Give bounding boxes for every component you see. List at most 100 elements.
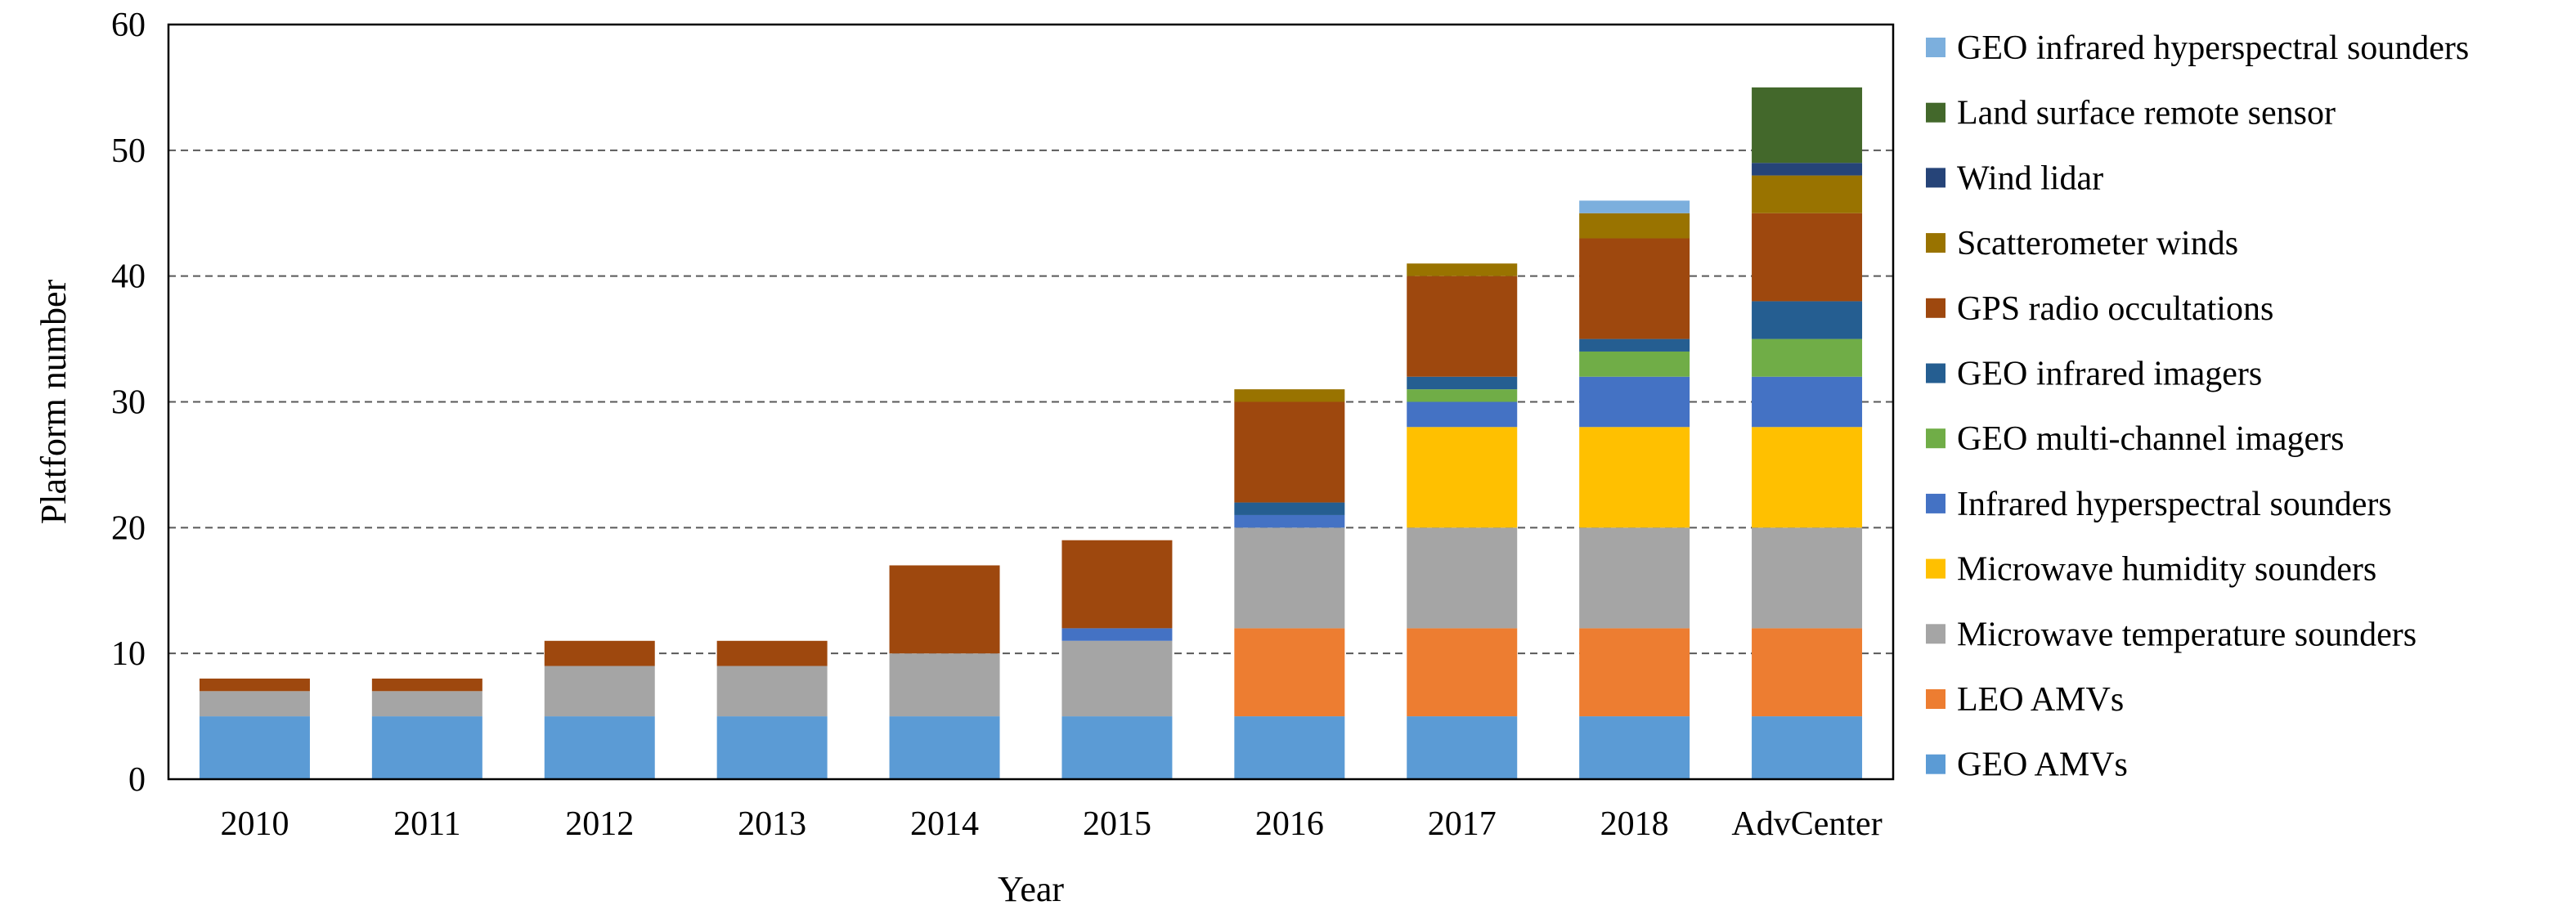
x-tick-label: 2011: [393, 805, 460, 843]
bar-segment: [371, 691, 482, 717]
legend-swatch: [1926, 102, 1945, 123]
bar-segment: [1579, 351, 1690, 377]
y-tick-label: 20: [111, 509, 146, 547]
bar-segment: [199, 678, 310, 692]
x-tick-label: 2010: [220, 805, 289, 843]
y-tick-label: 50: [111, 132, 146, 170]
legend-swatch: [1926, 428, 1945, 449]
legend-swatch: [1926, 38, 1945, 57]
bar-segment: [889, 565, 1000, 654]
legend-item: Infrared hyperspectral sounders: [1926, 486, 2392, 523]
bar-segment: [1752, 527, 1863, 629]
legend-swatch: [1926, 363, 1945, 383]
x-axis-title: Year: [998, 869, 1064, 909]
legend-item: GEO AMVs: [1926, 746, 2128, 784]
bar-segment: [716, 666, 828, 717]
legend-item: LEO AMVs: [1926, 681, 2124, 719]
bar-segment: [1234, 502, 1345, 515]
bar-segment: [1579, 376, 1690, 428]
bar-segment: [1752, 628, 1863, 717]
legend-item: GEO infrared imagers: [1926, 356, 2262, 393]
x-tick-label: 2015: [1083, 805, 1151, 843]
legend: GEO infrared hyperspectral sounders Land …: [1926, 29, 2469, 784]
bar-segment: [544, 666, 655, 717]
legend-label: Land surface remote sensor: [1957, 95, 2336, 132]
legend-label: Microwave temperature sounders: [1957, 616, 2417, 653]
bar-segment: [1752, 427, 1863, 528]
bar-segment: [1061, 540, 1173, 629]
legend-label: GEO infrared hyperspectral sounders: [1957, 29, 2469, 67]
legend-swatch: [1926, 624, 1945, 644]
x-tick-label: AdvCenter: [1731, 805, 1882, 843]
bar-segment: [1407, 628, 1518, 717]
bar-segment: [1407, 276, 1518, 377]
legend-item: Microwave temperature sounders: [1926, 616, 2417, 653]
bar-segment: [1407, 376, 1518, 390]
bar-segment: [1407, 401, 1518, 428]
bar-segment: [1234, 716, 1345, 779]
x-tick-label: 2017: [1428, 805, 1497, 843]
legend-label: Infrared hyperspectral sounders: [1957, 486, 2392, 523]
bar-segment: [1752, 175, 1863, 213]
bar-segment: [1061, 716, 1173, 779]
bar-segment: [199, 716, 310, 779]
y-tick-label: 30: [111, 384, 146, 422]
bar-segment: [1061, 628, 1173, 641]
plot-frame: [167, 23, 1895, 781]
legend-label: LEO AMVs: [1957, 681, 2124, 719]
legend-item: GEO multi-channel imagers: [1926, 420, 2345, 458]
bar-segment: [1234, 628, 1345, 717]
bar-segment: [544, 640, 655, 666]
x-tick-label: 2018: [1600, 805, 1669, 843]
legend-item: Land surface remote sensor: [1926, 95, 2336, 132]
bar-segment: [1579, 338, 1690, 352]
bar-segment: [1407, 389, 1518, 402]
bar-segment: [1752, 163, 1863, 176]
bar-segment: [716, 716, 828, 779]
legend-swatch: [1926, 689, 1945, 709]
bar-segment: [1407, 527, 1518, 629]
legend-item: GEO infrared hyperspectral sounders: [1926, 29, 2469, 67]
y-tick-label: 0: [128, 761, 146, 799]
bar-segment: [1752, 213, 1863, 302]
bar-segment: [1234, 389, 1345, 402]
y-tick-label: 10: [111, 635, 146, 673]
bar-segment: [1752, 716, 1863, 779]
bar-segment: [371, 678, 482, 692]
bar-segment: [1579, 213, 1690, 239]
legend-label: Microwave humidity sounders: [1957, 551, 2376, 589]
bar-segment: [1752, 301, 1863, 339]
x-tick-label: 2013: [738, 805, 806, 843]
bar-segment: [1579, 527, 1690, 629]
legend-swatch: [1926, 298, 1945, 318]
legend-swatch: [1926, 558, 1945, 579]
x-tick-label: 2016: [1255, 805, 1324, 843]
bar-segment: [1234, 401, 1345, 503]
bar-segment: [544, 716, 655, 779]
legend-label: GEO AMVs: [1957, 746, 2128, 784]
legend-item: Scatterometer winds: [1926, 225, 2238, 262]
bar-segment: [716, 640, 828, 666]
bar-segment: [199, 691, 310, 717]
bar-segment: [371, 716, 482, 779]
bar-segment: [1579, 628, 1690, 717]
bar-segment: [1407, 716, 1518, 779]
bar-segment: [1579, 716, 1690, 779]
y-tick-label: 40: [111, 258, 146, 296]
bar-segment: [1234, 527, 1345, 629]
legend-label: GPS radio occultations: [1957, 290, 2273, 328]
bar-segment: [1752, 376, 1863, 428]
legend-label: Wind lidar: [1957, 159, 2103, 197]
legend-swatch: [1926, 754, 1945, 774]
legend-swatch: [1926, 233, 1945, 253]
y-axis-title: Platform number: [34, 279, 74, 524]
bar-segment: [1579, 427, 1690, 528]
x-tick-label: 2012: [565, 805, 634, 843]
bar-segment: [1407, 263, 1518, 276]
axes: 0 10 20 30 40 50 60 2010 2011 2012 2013 2014 2015 201…: [111, 7, 1895, 843]
bar-segment: [1061, 640, 1173, 717]
legend-label: Scatterometer winds: [1957, 225, 2238, 262]
x-tick-label: 2014: [910, 805, 979, 843]
